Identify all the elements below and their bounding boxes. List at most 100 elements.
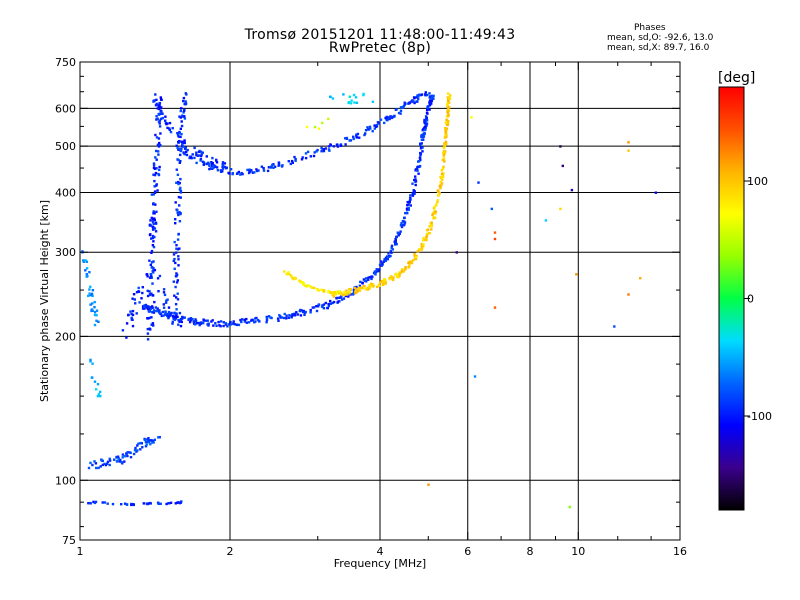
echo-point <box>429 224 432 227</box>
echo-point <box>149 263 152 266</box>
echo-point <box>175 168 178 171</box>
echo-point <box>147 310 151 313</box>
echo-point <box>81 250 84 253</box>
echo-point <box>283 270 286 273</box>
echo-point <box>294 277 297 280</box>
echo-point <box>291 277 294 280</box>
echo-point <box>370 275 373 278</box>
echo-point <box>347 101 350 105</box>
echo-point <box>182 141 185 144</box>
echo-point <box>446 102 449 105</box>
echo-point <box>150 237 153 240</box>
echo-point <box>380 264 383 267</box>
echo-point <box>148 233 152 237</box>
echo-point <box>123 502 127 505</box>
echo-point <box>439 175 442 179</box>
echo-point <box>422 239 425 242</box>
echo-point <box>125 336 128 339</box>
echo-point <box>148 327 151 330</box>
echo-point <box>368 276 371 279</box>
echo-point <box>97 393 101 396</box>
echo-point <box>299 308 302 312</box>
echo-point <box>387 255 391 258</box>
echo-point <box>440 175 444 179</box>
echo-point <box>250 319 253 322</box>
echo-point <box>176 173 180 176</box>
echo-point <box>85 260 88 263</box>
echo-point <box>164 301 168 304</box>
echo-point <box>415 96 418 99</box>
echo-point <box>442 155 445 158</box>
echo-point <box>148 259 151 262</box>
echo-point <box>301 310 305 314</box>
echo-point <box>158 309 161 312</box>
echo-point <box>320 305 324 308</box>
echo-point <box>311 286 314 289</box>
echo-point <box>193 146 196 150</box>
echo-point <box>90 292 94 296</box>
echo-point <box>369 285 372 288</box>
echo-point <box>403 221 407 224</box>
echo-point <box>115 455 118 459</box>
echo-point <box>156 307 159 310</box>
echo-point <box>157 120 161 123</box>
echo-point <box>416 165 419 169</box>
echo-point <box>370 277 373 281</box>
echo-point <box>294 157 297 161</box>
echo-point <box>417 160 420 163</box>
echo-point <box>298 279 301 282</box>
echo-point <box>266 169 270 173</box>
echo-point <box>108 463 111 467</box>
echo-point <box>220 170 223 173</box>
y-tick-label: 750 <box>55 56 76 69</box>
echo-point <box>167 310 171 314</box>
echo-point <box>405 212 409 215</box>
echo-point <box>417 97 420 101</box>
echo-point <box>570 188 574 192</box>
echo-point <box>152 269 155 272</box>
echo-point <box>442 153 445 156</box>
axes: 1 2 4 6 8 10 16 75 100 200 300 400 500 600 750 <box>55 56 687 558</box>
echo-point <box>89 285 92 288</box>
echo-point <box>377 269 380 273</box>
echo-point <box>428 101 431 104</box>
echo-point <box>180 320 183 324</box>
echo-point <box>371 130 374 133</box>
echo-point <box>421 150 424 153</box>
echo-point <box>299 281 302 284</box>
echo-point <box>446 123 449 126</box>
echo-point <box>162 314 165 317</box>
echo-point <box>181 142 184 145</box>
echo-point <box>190 319 193 322</box>
echo-point <box>329 143 332 146</box>
echo-point <box>151 306 154 309</box>
colorbar-ticks: 100 0 -100 <box>744 175 772 423</box>
echo-point <box>141 286 144 289</box>
echo-point <box>418 156 422 160</box>
echo-point <box>123 455 127 458</box>
echo-point <box>161 112 164 115</box>
y-tick-label: 100 <box>55 474 76 487</box>
echo-point <box>173 312 176 315</box>
echo-point <box>194 319 198 322</box>
echo-point <box>184 92 187 95</box>
echo-point <box>409 196 412 200</box>
echo-point <box>181 114 184 117</box>
echo-point <box>575 273 578 276</box>
echo-point <box>419 147 423 150</box>
echo-point <box>372 285 375 288</box>
echo-point <box>158 274 162 278</box>
echo-point <box>243 318 246 321</box>
echo-point <box>329 299 332 303</box>
echo-point <box>223 162 227 165</box>
echo-point <box>420 142 423 145</box>
echo-point <box>447 114 450 117</box>
echo-point <box>282 316 286 320</box>
echo-point <box>265 317 269 320</box>
echo-point <box>430 224 434 228</box>
echo-point <box>94 462 98 465</box>
echo-point <box>214 322 217 325</box>
echo-point <box>153 191 157 194</box>
echo-point <box>138 301 141 304</box>
echo-point <box>195 161 198 165</box>
